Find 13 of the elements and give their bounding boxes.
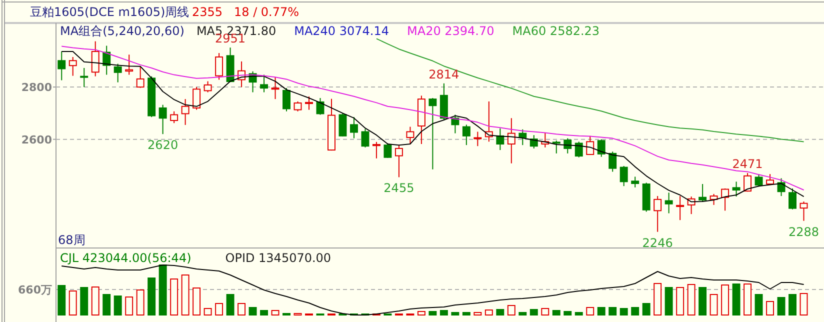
legend: CJL 423044.00(56:44) OPID 1345070.00	[60, 251, 332, 265]
chart-title: 豆粕1605(DCE m1605)周线	[30, 5, 190, 19]
y-tick-label: 2800	[21, 81, 52, 94]
annotation: 2814	[428, 67, 460, 82]
annotation: 2455	[384, 181, 414, 196]
annotation: 2471	[732, 157, 763, 172]
annotation: 2288	[788, 224, 820, 239]
chart-subtitle: 2355 18 / 0.77%	[192, 5, 300, 19]
ref-line-label: 660万	[18, 284, 52, 296]
annotation: 2246	[642, 236, 673, 250]
y-tick-label: 2600	[21, 133, 52, 146]
annotation: 68周	[58, 233, 86, 247]
annotation: 2620	[148, 138, 178, 152]
